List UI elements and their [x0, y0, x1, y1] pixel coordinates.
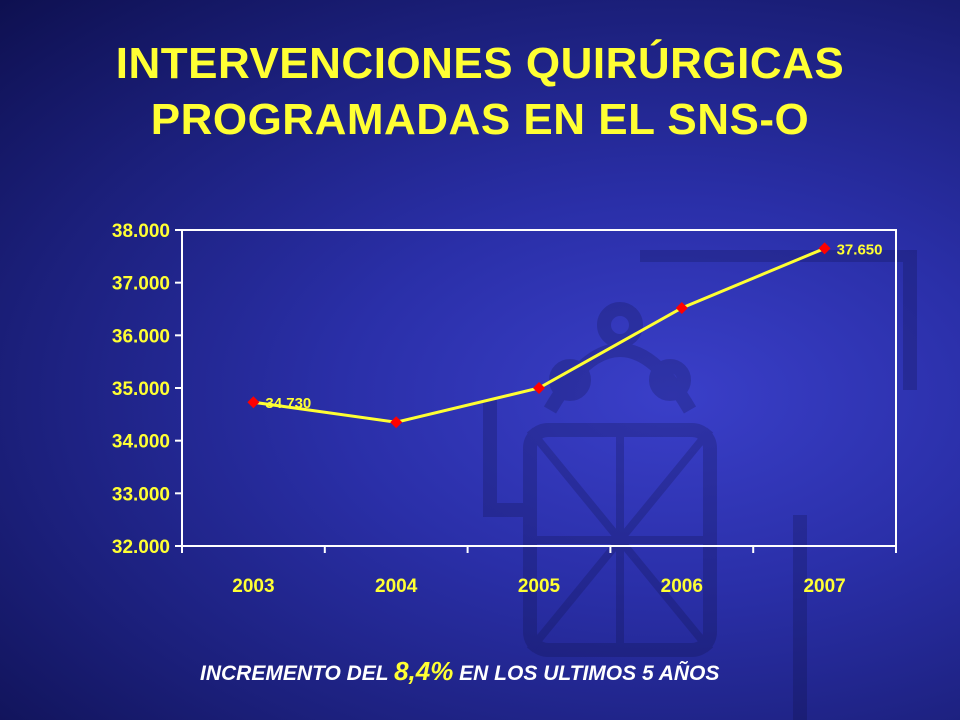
note-percentage: 8,4%	[394, 656, 454, 686]
note-text-after: EN LOS ULTIMOS 5 AÑOS	[453, 662, 720, 685]
x-tick-label: 2003	[232, 576, 274, 597]
increment-note: INCREMENTO DEL 8,4% EN LOS ULTIMOS 5 AÑO…	[200, 656, 920, 687]
title-line-1: INTERVENCIONES QUIRÚRGICAS	[115, 39, 845, 88]
data-point	[675, 301, 688, 314]
x-tick-label: 2004	[375, 576, 418, 597]
title-line-2: PROGRAMADAS EN EL SNS-O	[150, 95, 810, 144]
page-title: INTERVENCIONES QUIRÚRGICAS PROGRAMADAS E…	[0, 36, 960, 148]
data-point	[247, 396, 260, 409]
data-point	[533, 382, 545, 394]
data-label: 37.650	[837, 241, 883, 258]
data-label: 34.730	[265, 395, 311, 412]
x-tick-label: 2007	[803, 576, 845, 597]
y-tick-label: 36.000	[112, 326, 170, 347]
y-tick-label: 34.000	[112, 432, 170, 453]
x-tick-label: 2006	[661, 576, 703, 597]
y-tick-label: 33.000	[112, 484, 170, 505]
data-point	[390, 416, 403, 429]
data-point	[818, 242, 831, 255]
series-line	[253, 247, 826, 424]
x-tick-label: 2005	[518, 576, 561, 597]
y-tick-label: 37.000	[112, 274, 170, 295]
note-text-before: INCREMENTO DEL	[200, 662, 395, 685]
y-tick-label: 38.000	[112, 221, 170, 242]
y-tick-label: 35.000	[112, 379, 170, 400]
y-tick-label: 32.000	[112, 537, 170, 558]
